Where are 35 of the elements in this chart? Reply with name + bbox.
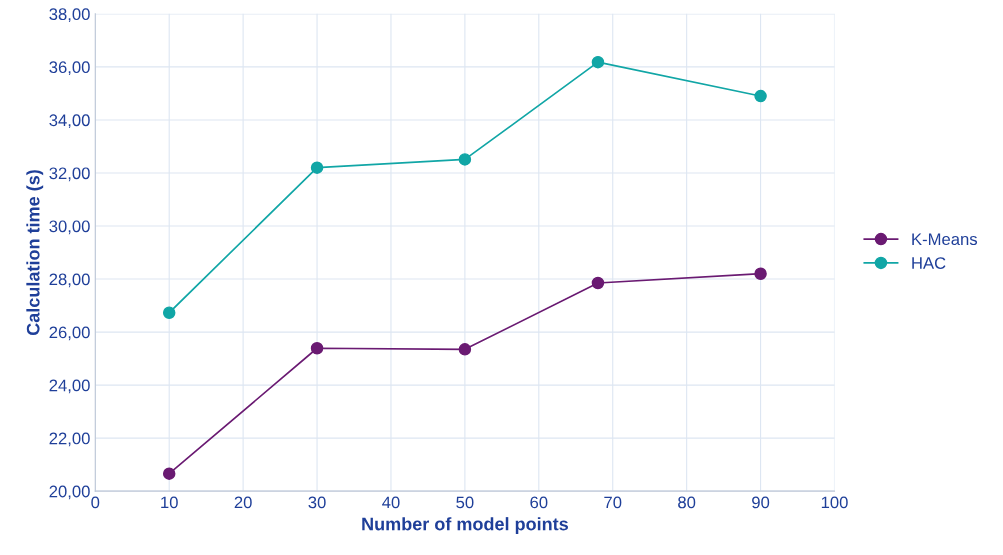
x-tick-label: 20 [234, 496, 252, 509]
x-axis-title: Number of model points [362, 517, 568, 534]
point [754, 89, 767, 103]
x-tick-label: 10 [161, 496, 178, 509]
y-tick-label: 24,00 [49, 379, 90, 394]
point [310, 161, 324, 174]
point [162, 306, 176, 319]
point [591, 276, 605, 290]
y-tick-label: 32,00 [49, 167, 90, 182]
y-tick-label: 38,00 [49, 8, 90, 23]
y-tick-label: 22,00 [49, 432, 90, 447]
x-tick-label: 80 [678, 496, 696, 509]
y-tick-label: 36,00 [49, 61, 90, 76]
y-tick-label: 28,00 [49, 273, 90, 288]
x-tick-label: 90 [752, 496, 770, 509]
y-axis-title: Calculation time (s) [26, 170, 44, 336]
point [458, 343, 472, 356]
point [754, 267, 767, 280]
legend-label: K-Means [912, 233, 978, 246]
point [310, 341, 324, 355]
x-tick-label: 50 [456, 496, 474, 509]
y-tick-label: 34,00 [49, 114, 90, 129]
point [162, 467, 176, 480]
x-tick-label: 70 [604, 496, 622, 509]
x-tick-label: 100 [821, 496, 848, 509]
x-tick-label: 0 [91, 496, 100, 509]
x-tick-label: 30 [308, 496, 326, 509]
point [591, 55, 605, 69]
y-tick-label: 26,00 [49, 326, 90, 341]
y-tick-label: 20,00 [49, 485, 90, 500]
legend-label: HAC [912, 257, 946, 269]
y-tick-label: 30,00 [49, 220, 90, 235]
x-tick-label: 40 [382, 496, 400, 509]
point [458, 153, 472, 166]
x-tick-label: 60 [530, 496, 548, 509]
